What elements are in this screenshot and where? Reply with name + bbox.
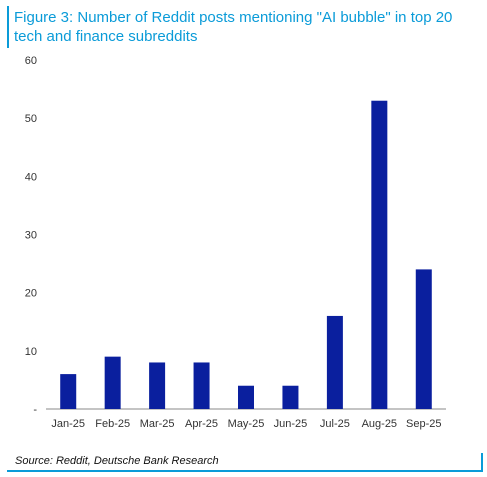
title-accent-bar [7, 6, 9, 48]
bar-mar-25 [149, 362, 166, 409]
y-axis-ticks: - 10 20 30 40 50 60 [25, 55, 38, 416]
chart-title: Figure 3: Number of Reddit posts mention… [14, 9, 453, 45]
source-text: Source: Reddit, Deutsche Bank Research [15, 455, 219, 467]
bar-chart: - 10 20 30 40 50 60 Jan-25 Feb-25 Mar-25 Apr-25 Ma… [25, 55, 446, 430]
x-tick-label: Jul-25 [320, 418, 350, 430]
y-tick-label: 30 [25, 230, 37, 242]
y-tick-label: 60 [25, 55, 37, 67]
x-tick-label: Jun-25 [274, 418, 308, 430]
bar-jun-25 [282, 385, 299, 409]
x-axis-labels: Jan-25 Feb-25 Mar-25 Apr-25 May-25 Jun-25 Jul-… [51, 418, 441, 430]
bar-feb-25 [104, 356, 121, 409]
bar-apr-25 [193, 362, 210, 409]
x-tick-label: Mar-25 [140, 418, 175, 430]
source-footer: Source: Reddit, Deutsche Bank Research [7, 453, 483, 472]
y-tick-label: 50 [25, 113, 37, 125]
bar-jan-25 [60, 374, 77, 409]
x-tick-label: Feb-25 [95, 418, 130, 430]
x-tick-label: Sep-25 [406, 418, 441, 430]
y-tick-label: 20 [25, 288, 37, 300]
bar-sep-25 [415, 269, 432, 409]
bar-may-25 [238, 385, 254, 409]
y-tick-label: 10 [25, 346, 37, 358]
x-tick-label: May-25 [228, 418, 265, 430]
bar-aug-25 [371, 100, 388, 409]
y-tick-label: - [33, 404, 37, 416]
bar-jul-25 [326, 315, 343, 409]
x-tick-label: Aug-25 [362, 418, 397, 430]
x-tick-label: Jan-25 [51, 418, 85, 430]
y-tick-label: 40 [25, 171, 37, 183]
x-tick-label: Apr-25 [185, 418, 218, 430]
bars [60, 100, 432, 409]
